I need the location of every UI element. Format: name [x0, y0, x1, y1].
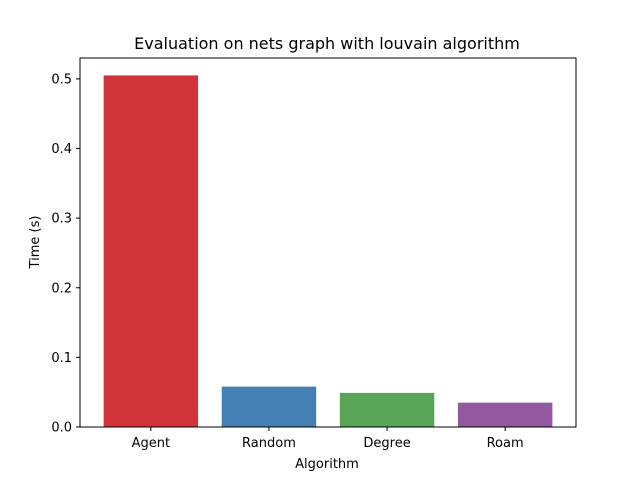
y-tick-label: 0.0 [51, 421, 72, 436]
x-tick-label: Roam [487, 436, 524, 451]
plot-frame [79, 57, 577, 428]
x-tick-label: Random [242, 436, 296, 451]
x-axis-ticks: Agent Random Degree Roam [132, 427, 524, 451]
y-tick-label: 0.4 [51, 142, 72, 157]
bars-group [103, 75, 553, 427]
x-axis-label: Algorithm [295, 457, 359, 472]
x-tick-label: Agent [132, 436, 170, 451]
bar-random [221, 386, 317, 427]
y-axis-label: Time (s) [28, 216, 43, 270]
bar-degree [339, 392, 435, 427]
y-axis-ticks: 0.0 0.1 0.2 0.3 0.4 0.5 [51, 72, 80, 436]
bar-roam [457, 402, 553, 427]
x-tick-label: Degree [363, 436, 410, 451]
y-tick-label: 0.1 [51, 351, 72, 366]
y-tick-label: 0.3 [51, 212, 72, 227]
bar-agent [103, 75, 199, 427]
chart-title: Evaluation on nets graph with louvain al… [134, 34, 520, 53]
y-tick-label: 0.2 [51, 281, 72, 296]
y-tick-label: 0.5 [51, 72, 72, 87]
